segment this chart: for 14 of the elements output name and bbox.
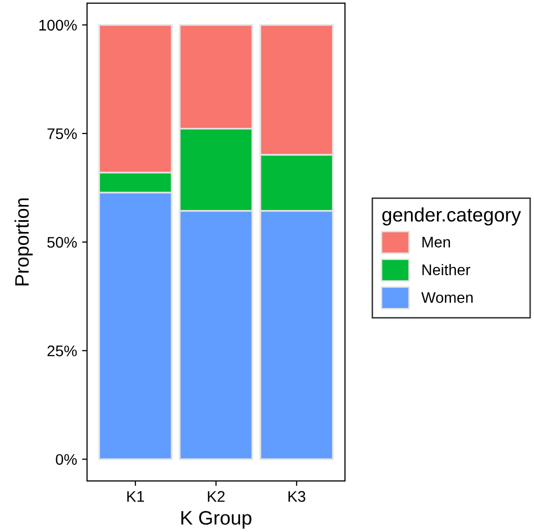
x-tick-label: K3 bbox=[288, 491, 306, 502]
y-tick-label: 0% bbox=[56, 454, 77, 465]
y-tick-label: 100% bbox=[39, 20, 77, 31]
y-tick-label: 75% bbox=[48, 128, 77, 140]
y-tick-label: 25% bbox=[48, 346, 77, 356]
x-axis-title: K Group bbox=[181, 510, 252, 529]
legend-label: Neither bbox=[422, 264, 470, 276]
y-tick-label: 50% bbox=[47, 236, 77, 248]
legend-label: Men bbox=[422, 236, 450, 248]
x-tick-label: K2 bbox=[208, 491, 225, 502]
legend-label: Women bbox=[421, 292, 473, 303]
legend-title: gender.category bbox=[382, 207, 521, 226]
x-tick-label: K1 bbox=[127, 491, 144, 502]
y-axis-title: Proportion bbox=[14, 198, 33, 286]
